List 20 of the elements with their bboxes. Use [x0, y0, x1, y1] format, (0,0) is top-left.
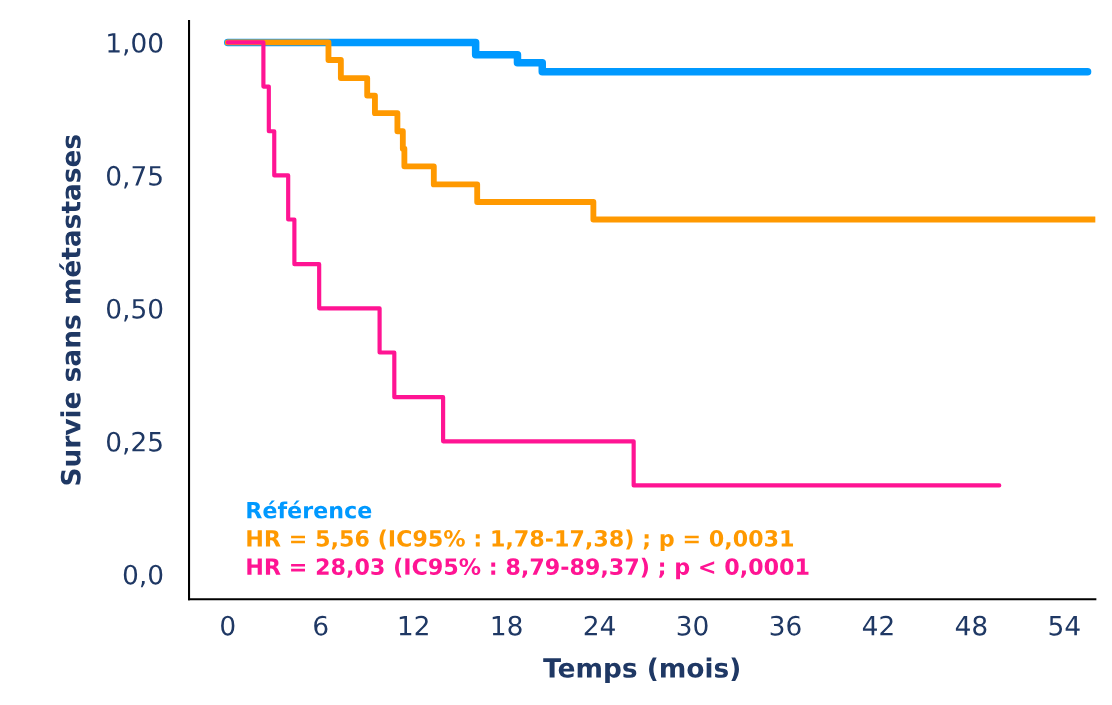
y-tick-label: 0,25	[107, 431, 162, 455]
x-axis-title: Temps (mois)	[543, 657, 739, 683]
y-tick-label: 0,50	[107, 298, 163, 322]
y-axis-title: Survie sans métastases	[59, 135, 81, 485]
x-tick-label: 30	[677, 615, 708, 636]
y-tick-label: 0,75	[107, 165, 162, 189]
x-tick-label: 0	[221, 615, 235, 636]
x-tick-label: 12	[399, 615, 428, 636]
x-tick-label: 54	[1049, 616, 1080, 636]
x-tick-label: 6	[314, 615, 328, 636]
x-tick-label: 42	[862, 615, 893, 636]
x-tick-label: 36	[770, 615, 801, 636]
text: Référence	[247, 500, 372, 519]
x-tick-label: 18	[492, 615, 522, 636]
y-tick-label: 0,0	[123, 564, 163, 588]
text: HR = 5,56 (IC95% : 1,78-17,38) ; p = 0,0031	[247, 529, 794, 552]
text: HR = 28,03 (IC95% : 8,79-89,37) ; p < 0,0001	[247, 557, 809, 580]
x-tick-label: 48	[955, 615, 987, 636]
x-tick-label: 24	[584, 615, 615, 636]
y-tick-label: 1,00	[108, 32, 163, 56]
